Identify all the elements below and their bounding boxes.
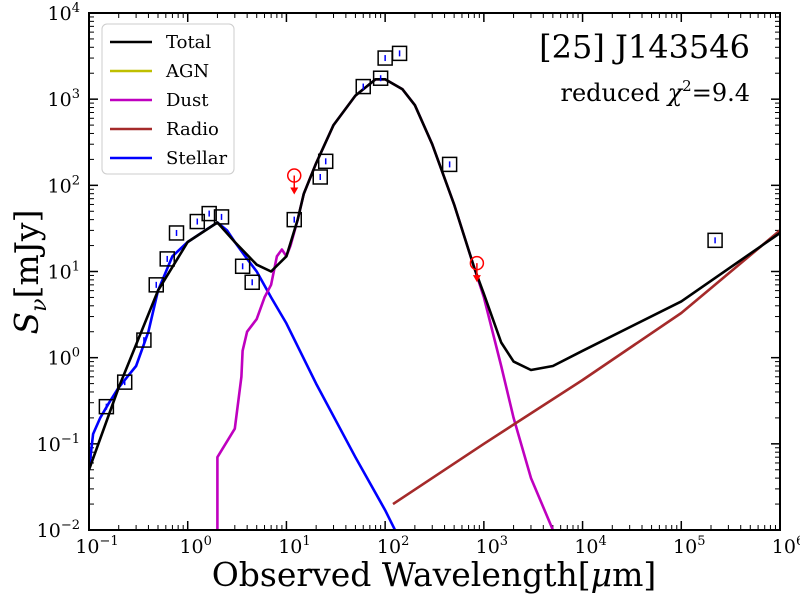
tick-labels: 10−110010110210310410510610−210−11001011…	[37, 1, 800, 558]
observation-point	[441, 156, 458, 173]
legend-label-stellar: Stellar	[166, 148, 227, 169]
x-tick-label: 104	[574, 534, 606, 558]
observation-point	[391, 45, 408, 62]
legend-label-total: Total	[166, 32, 211, 53]
plot-frame	[88, 12, 781, 531]
observation-point	[148, 277, 164, 293]
y-tick-label: 10−1	[37, 432, 80, 456]
legend-label-radio: Radio	[166, 119, 219, 140]
y-axis-label: Sν[mJy]	[7, 210, 52, 335]
y-axis-label-s: S	[7, 312, 46, 335]
observation-point	[312, 169, 328, 185]
x-tick-label: 103	[476, 534, 508, 558]
series-radio-line	[392, 229, 780, 506]
y-tick-label: 102	[48, 173, 80, 197]
observation-point	[136, 332, 152, 348]
legend-label-agn: AGN	[165, 61, 209, 82]
series-total-line	[89, 78, 780, 471]
subtitle-sup: 2	[682, 77, 692, 95]
observation-point	[355, 78, 371, 95]
x-axis-label-main: Observed Wavelength[	[212, 555, 591, 594]
y-tick-label: 101	[48, 260, 80, 284]
observation-markers	[98, 45, 723, 415]
y-tick-label: 10−2	[37, 518, 80, 542]
upper-limit-arrow-head	[472, 275, 481, 283]
observation-point	[168, 225, 185, 241]
y-tick-label: 104	[48, 1, 80, 25]
observation-point	[116, 374, 133, 390]
x-tick-label: 106	[772, 534, 800, 558]
observation-point	[213, 209, 230, 225]
model-curves	[89, 78, 780, 530]
subtitle-chi: χ	[666, 79, 684, 107]
x-tick-label: 102	[377, 534, 409, 558]
upper-limit-arrow-head	[290, 187, 299, 195]
observation-point	[159, 251, 175, 267]
observation-point	[286, 211, 302, 228]
observation-point	[372, 70, 389, 86]
y-axis-label-unit: [mJy]	[7, 210, 46, 299]
observation-point	[98, 398, 115, 415]
x-tick-label: 101	[278, 534, 310, 558]
y-tick-label: 100	[48, 346, 80, 370]
x-tick-label: 10−1	[75, 534, 118, 558]
chart-subtitle: reduced χ2=9.4	[560, 77, 750, 107]
observation-point	[234, 258, 251, 275]
y-tick-label: 103	[48, 87, 80, 111]
x-axis-label-unit: m]	[612, 555, 656, 594]
x-axis-label: Observed Wavelength[μm]	[212, 555, 657, 594]
subtitle-prefix: reduced	[560, 79, 667, 107]
legend-box	[101, 23, 235, 175]
observation-point	[707, 232, 723, 249]
x-tick-label: 100	[179, 534, 211, 558]
observation-point	[244, 274, 260, 291]
observation-point	[189, 213, 206, 230]
legend: Total AGN Dust Radio Stellar	[101, 23, 235, 175]
legend-label-dust: Dust	[166, 90, 209, 111]
chart-title: [25] J143546	[539, 28, 750, 66]
observation-point	[317, 153, 334, 170]
subtitle-suffix: =9.4	[692, 79, 750, 107]
x-axis-label-mu: μ	[591, 555, 612, 594]
y-axis-label-sub: ν	[27, 298, 52, 311]
x-tick-label: 105	[673, 534, 705, 558]
observation-point	[201, 205, 217, 222]
